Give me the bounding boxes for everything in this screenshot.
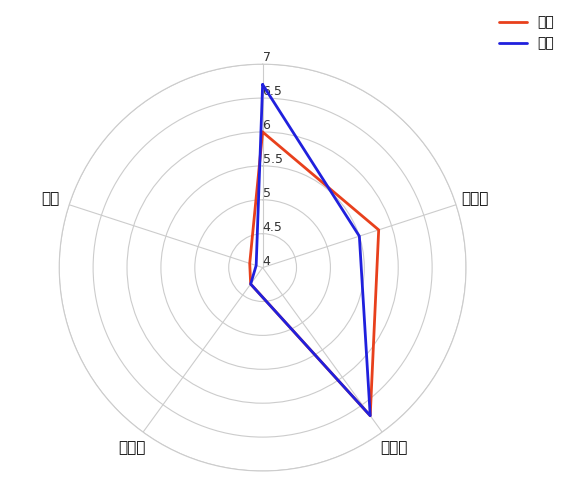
미강	[259, 82, 266, 87]
기본	[246, 260, 253, 266]
기본	[259, 129, 266, 135]
미강	[247, 281, 254, 287]
기본	[247, 281, 254, 287]
Legend: 기본, 미강: 기본, 미강	[494, 10, 560, 56]
Line: 미강: 미강	[251, 85, 370, 416]
미강	[253, 262, 260, 268]
미강	[356, 233, 363, 239]
기본	[259, 129, 266, 135]
미강	[367, 413, 374, 418]
기본	[375, 227, 382, 233]
Line: 기본: 기본	[250, 132, 379, 416]
미강	[259, 82, 266, 87]
기본	[367, 413, 374, 418]
